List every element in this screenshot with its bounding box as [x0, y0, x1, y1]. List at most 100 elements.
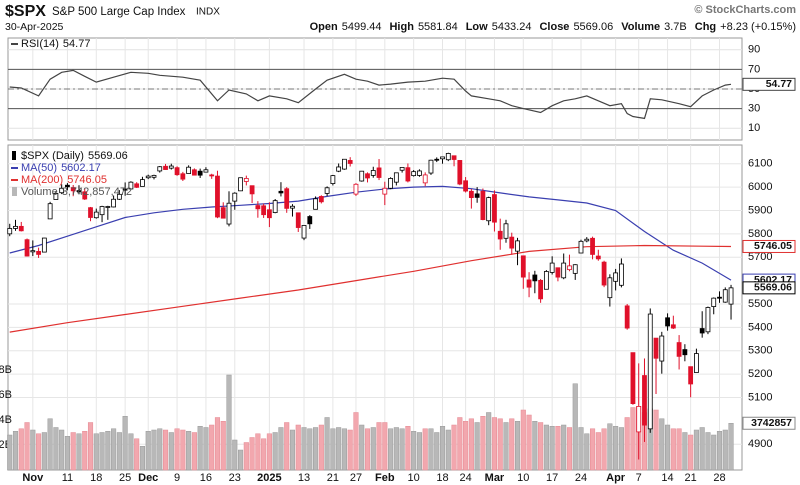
candle-body [630, 352, 636, 404]
volume-bar [382, 422, 388, 471]
stat-value: 5569.06 [573, 21, 613, 33]
candle-body [226, 202, 232, 225]
candle-body [353, 183, 359, 195]
candle-body [174, 167, 180, 176]
candle-body [555, 267, 561, 278]
candle-body [13, 225, 18, 229]
x-tick-label: Nov [22, 472, 44, 484]
candle-body [186, 166, 192, 174]
volume-bar [607, 423, 613, 471]
volume-bar [722, 429, 728, 471]
candle-body [584, 238, 590, 242]
volume-bar [70, 432, 76, 471]
candle-body [428, 159, 434, 174]
candle-body [688, 366, 694, 385]
volume-bar [226, 374, 232, 471]
volume-bar [105, 431, 111, 471]
x-tick-label: 21 [327, 472, 339, 484]
candle-body [376, 167, 382, 178]
volume-bar [486, 412, 492, 471]
candle-body [238, 177, 243, 192]
y-tick-label: 5900 [748, 204, 772, 216]
candle-body [324, 187, 330, 194]
candle-body [88, 207, 93, 218]
stat-value: 5499.44 [342, 21, 382, 33]
candle-body [301, 225, 307, 239]
volume-bar [249, 437, 255, 471]
volume-bar [186, 431, 192, 471]
x-tick-label: 17 [546, 472, 558, 484]
candle-body [532, 274, 538, 282]
candle-body [451, 155, 457, 160]
candle-body [336, 166, 342, 172]
moving-average [9, 244, 732, 333]
y-tick-label: 6100 [748, 158, 772, 170]
stat-value: +8.23 (+0.15%) [720, 21, 796, 33]
candle-body [636, 406, 642, 433]
legend-entry: MA(200) 5746.05 [21, 174, 107, 186]
x-tick-label: Apr [606, 472, 626, 484]
candle-body [676, 342, 682, 357]
volume-bar [122, 416, 128, 471]
volume-bar [566, 427, 573, 471]
volume-bar [509, 418, 515, 471]
stat-label: Open [310, 21, 338, 33]
y-tick-label: 90 [748, 44, 760, 56]
candle-body [624, 305, 630, 329]
volume-bar [463, 421, 469, 471]
y-tick-label: 5400 [748, 321, 772, 333]
candle-body [53, 192, 59, 200]
stat-label: Chg [695, 21, 716, 33]
x-tick-label: 23 [229, 472, 241, 484]
y-tick-label: 5800 [748, 228, 772, 240]
candle-body [18, 225, 24, 232]
candle-body [122, 188, 128, 191]
value-box [742, 281, 796, 295]
volume-bar [399, 428, 405, 471]
volume-bar [174, 428, 180, 471]
y-tick-label: 5100 [748, 391, 772, 403]
volume-bar [370, 427, 376, 471]
volume-bar [543, 424, 549, 471]
candle-body [480, 190, 486, 220]
volume-bar [578, 427, 584, 471]
value-box-label: 3742857 [751, 417, 792, 429]
candle-body [243, 178, 249, 182]
volume-bar [330, 428, 336, 471]
candle-body [468, 190, 474, 199]
candle-body [180, 173, 186, 180]
candle-body [191, 169, 197, 176]
candle-body [290, 205, 295, 209]
candle-body [370, 170, 376, 176]
candle-body [197, 170, 203, 176]
volume-bar [324, 417, 330, 471]
legend-entry: $SPX (Daily) 5569.06 [21, 150, 128, 162]
legend-name: RSI(14) [21, 38, 59, 50]
volume-bar [624, 417, 630, 471]
candle-body [411, 171, 417, 177]
volume-bar [601, 428, 607, 471]
candle-body [163, 165, 168, 170]
candle-body [261, 205, 267, 216]
volume-bar [630, 407, 636, 471]
volume-bar [336, 427, 342, 471]
candle-body [549, 262, 555, 273]
credit: © StockCharts.com [694, 4, 796, 16]
candle-body [278, 190, 284, 194]
volume-bar [30, 429, 36, 471]
candle-body [382, 187, 388, 195]
volume-bar [301, 427, 307, 471]
legend-name: MA(200) [21, 174, 63, 186]
volume-bar [659, 418, 665, 471]
volume-bar [59, 429, 65, 471]
volume-bar [209, 424, 215, 471]
volume-bar [480, 416, 486, 471]
legend-entry: RSI(14) 54.77 [21, 38, 90, 50]
volume-bar [139, 446, 146, 471]
volume-bar [36, 433, 42, 471]
volume-bar [18, 428, 24, 471]
candle-body [249, 185, 255, 195]
x-tick-label: 27 [350, 472, 362, 484]
volume-bar [468, 418, 474, 471]
